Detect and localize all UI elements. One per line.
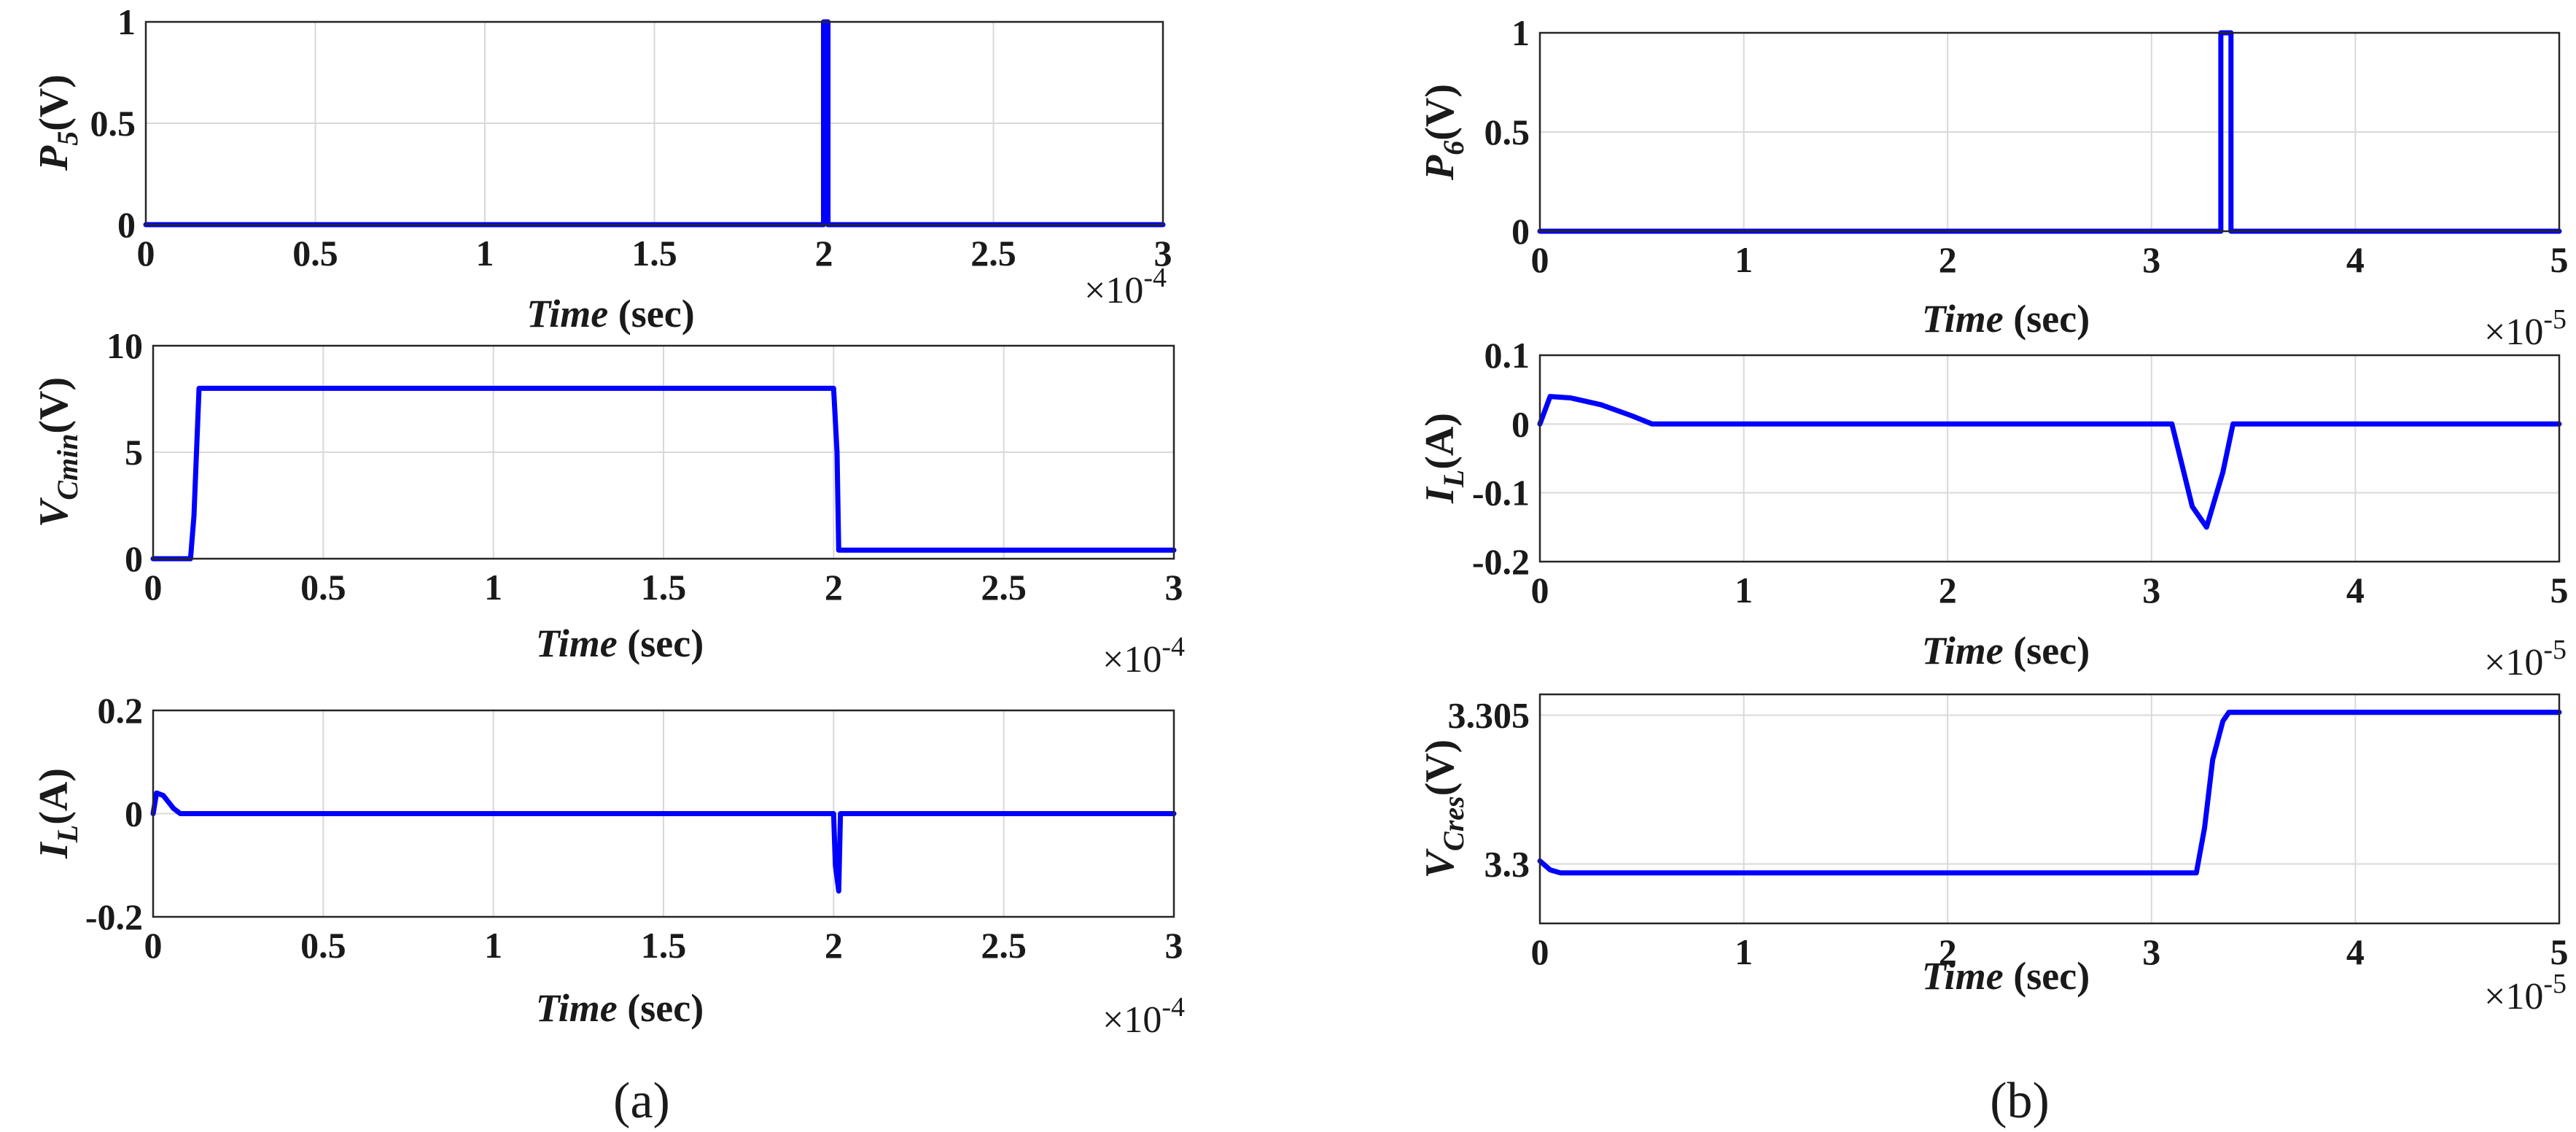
- y-tick-label: 0: [117, 204, 136, 245]
- y-axis-label: IL(A): [31, 768, 84, 859]
- x-tick-label: 5: [2550, 931, 2569, 972]
- axes-frame: [144, 20, 1164, 226]
- x-tick-label: 3: [1165, 567, 1183, 608]
- subplot-6: 0 1 2 3 4 5 3.3 3.305 Time (sec) ×10-5 VCres(V): [1417, 693, 2569, 1017]
- y-tick-label: -0.1: [1472, 473, 1530, 513]
- y-tick-label: 0: [1511, 211, 1530, 252]
- y-tick-label: 0.5: [1484, 112, 1530, 152]
- x-exponent-label: ×10-4: [1102, 992, 1185, 1041]
- x-tick-label: 3: [2142, 931, 2160, 972]
- y-tick-label: 3.3: [1484, 843, 1530, 884]
- series-line: [150, 790, 1177, 894]
- x-tick-label: 4: [2346, 239, 2365, 280]
- x-tick-label: 0: [1531, 239, 1549, 280]
- subplot-4: 0 1 2 3 4 5 0 0.5 1 Time (sec) ×10-5 P6(V): [1417, 12, 2569, 353]
- x-tick-label: 0.5: [300, 567, 346, 608]
- x-tick-label: 5: [2550, 570, 2569, 610]
- y-axis-label: VCres(V): [1417, 740, 1470, 879]
- y-tick-label: -0.2: [1472, 541, 1530, 582]
- x-tick-label: 0.5: [292, 233, 338, 274]
- x-tick-label: 1.5: [631, 233, 677, 274]
- y-tick-label: 10: [106, 325, 143, 366]
- y-tick-label: 0.1: [1484, 335, 1530, 376]
- y-tick-label: 0: [1511, 403, 1530, 444]
- x-axis-label: Time (sec): [526, 292, 694, 336]
- y-tick-label: 1: [1511, 12, 1530, 53]
- y-axis-label: VCmin(V): [31, 377, 84, 527]
- axes-frame: [152, 709, 1175, 918]
- y-tick-label: 0.5: [90, 103, 136, 144]
- x-tick-label: 3: [1154, 233, 1172, 274]
- x-tick-label: 0: [1531, 931, 1549, 972]
- x-axis-label: Time (sec): [1922, 297, 2090, 341]
- y-tick-label: 1: [117, 1, 136, 42]
- x-tick-label: 0.5: [300, 925, 346, 966]
- x-axis-label: Time (sec): [536, 986, 704, 1030]
- series-line: [150, 385, 1177, 562]
- x-tick-label: 1: [484, 925, 502, 966]
- x-tick-label: 1.5: [641, 925, 687, 966]
- y-tick-label: 0: [125, 794, 143, 834]
- x-tick-label: 2: [815, 233, 833, 274]
- y-axis-label: P5(V): [31, 74, 84, 171]
- x-tick-label: 0: [144, 925, 163, 966]
- caption-a: (a): [613, 1073, 670, 1129]
- x-tick-label: 2.5: [981, 567, 1027, 608]
- caption-b: (b): [1990, 1073, 2050, 1129]
- y-tick-label: 5: [125, 432, 143, 473]
- subplot-5: 0 1 2 3 4 5 -0.2 -0.1 0 0.1 Time (sec) ×10-5 IL(A): [1417, 335, 2569, 683]
- x-tick-label: 2: [825, 925, 843, 966]
- x-tick-label: 0: [144, 567, 163, 608]
- x-exponent-label: ×10-5: [2484, 304, 2567, 353]
- x-tick-label: 3: [2142, 239, 2160, 280]
- axes-frame: [152, 344, 1175, 560]
- x-tick-label: 0: [137, 233, 155, 274]
- x-tick-label: 2.5: [970, 233, 1016, 274]
- x-tick-label: 2: [825, 567, 843, 608]
- x-tick-label: 3: [1165, 925, 1183, 966]
- x-tick-label: 2.5: [981, 925, 1027, 966]
- x-tick-label: 0: [1531, 570, 1549, 610]
- x-axis-label: Time (sec): [536, 621, 704, 665]
- x-tick-label: 2: [1939, 570, 1957, 610]
- x-tick-label: 2: [1939, 239, 1957, 280]
- y-tick-label: 3.305: [1448, 695, 1530, 736]
- y-tick-label: -0.2: [85, 896, 143, 937]
- x-tick-label: 5: [2550, 239, 2569, 280]
- x-tick-label: 1: [1735, 239, 1753, 280]
- x-exponent-label: ×10-4: [1084, 263, 1167, 311]
- x-tick-label: 2: [1939, 931, 1957, 972]
- x-axis-label: Time (sec): [1922, 954, 2090, 998]
- x-axis-label: Time (sec): [1922, 629, 2090, 672]
- x-tick-label: 1.5: [641, 567, 687, 608]
- x-tick-label: 3: [2142, 570, 2160, 610]
- subplot-1: 0 0.5 1 1.5 2 2.5 3 0 0.5 1 Time (sec) ×10-4 P5(V): [31, 1, 1172, 336]
- x-tick-label: 1: [1735, 931, 1753, 972]
- x-tick-label: 4: [2346, 931, 2365, 972]
- x-exponent-label: ×10-5: [2484, 969, 2567, 1017]
- y-axis-label: P6(V): [1417, 84, 1470, 181]
- x-tick-label: 1: [484, 567, 502, 608]
- x-exponent-label: ×10-5: [2484, 635, 2567, 683]
- y-tick-label: 0.2: [98, 690, 144, 731]
- x-tick-label: 1: [476, 233, 494, 274]
- axes-frame: [1538, 693, 2561, 925]
- x-exponent-label: ×10-4: [1102, 632, 1185, 681]
- series-line: [1537, 710, 2562, 876]
- x-tick-label: 1: [1735, 570, 1753, 610]
- axes-frame: [1538, 354, 2561, 563]
- series-line: [1537, 394, 2562, 530]
- x-tick-label: 4: [2346, 570, 2365, 610]
- y-tick-label: 0: [125, 538, 143, 579]
- y-axis-label: IL(A): [1417, 413, 1470, 504]
- axes-frame: [1538, 31, 2561, 233]
- subplot-2: 0 0.5 1 1.5 2 2.5 3 0 5 10 Time (sec) ×10-4 VCmin(V): [31, 325, 1185, 681]
